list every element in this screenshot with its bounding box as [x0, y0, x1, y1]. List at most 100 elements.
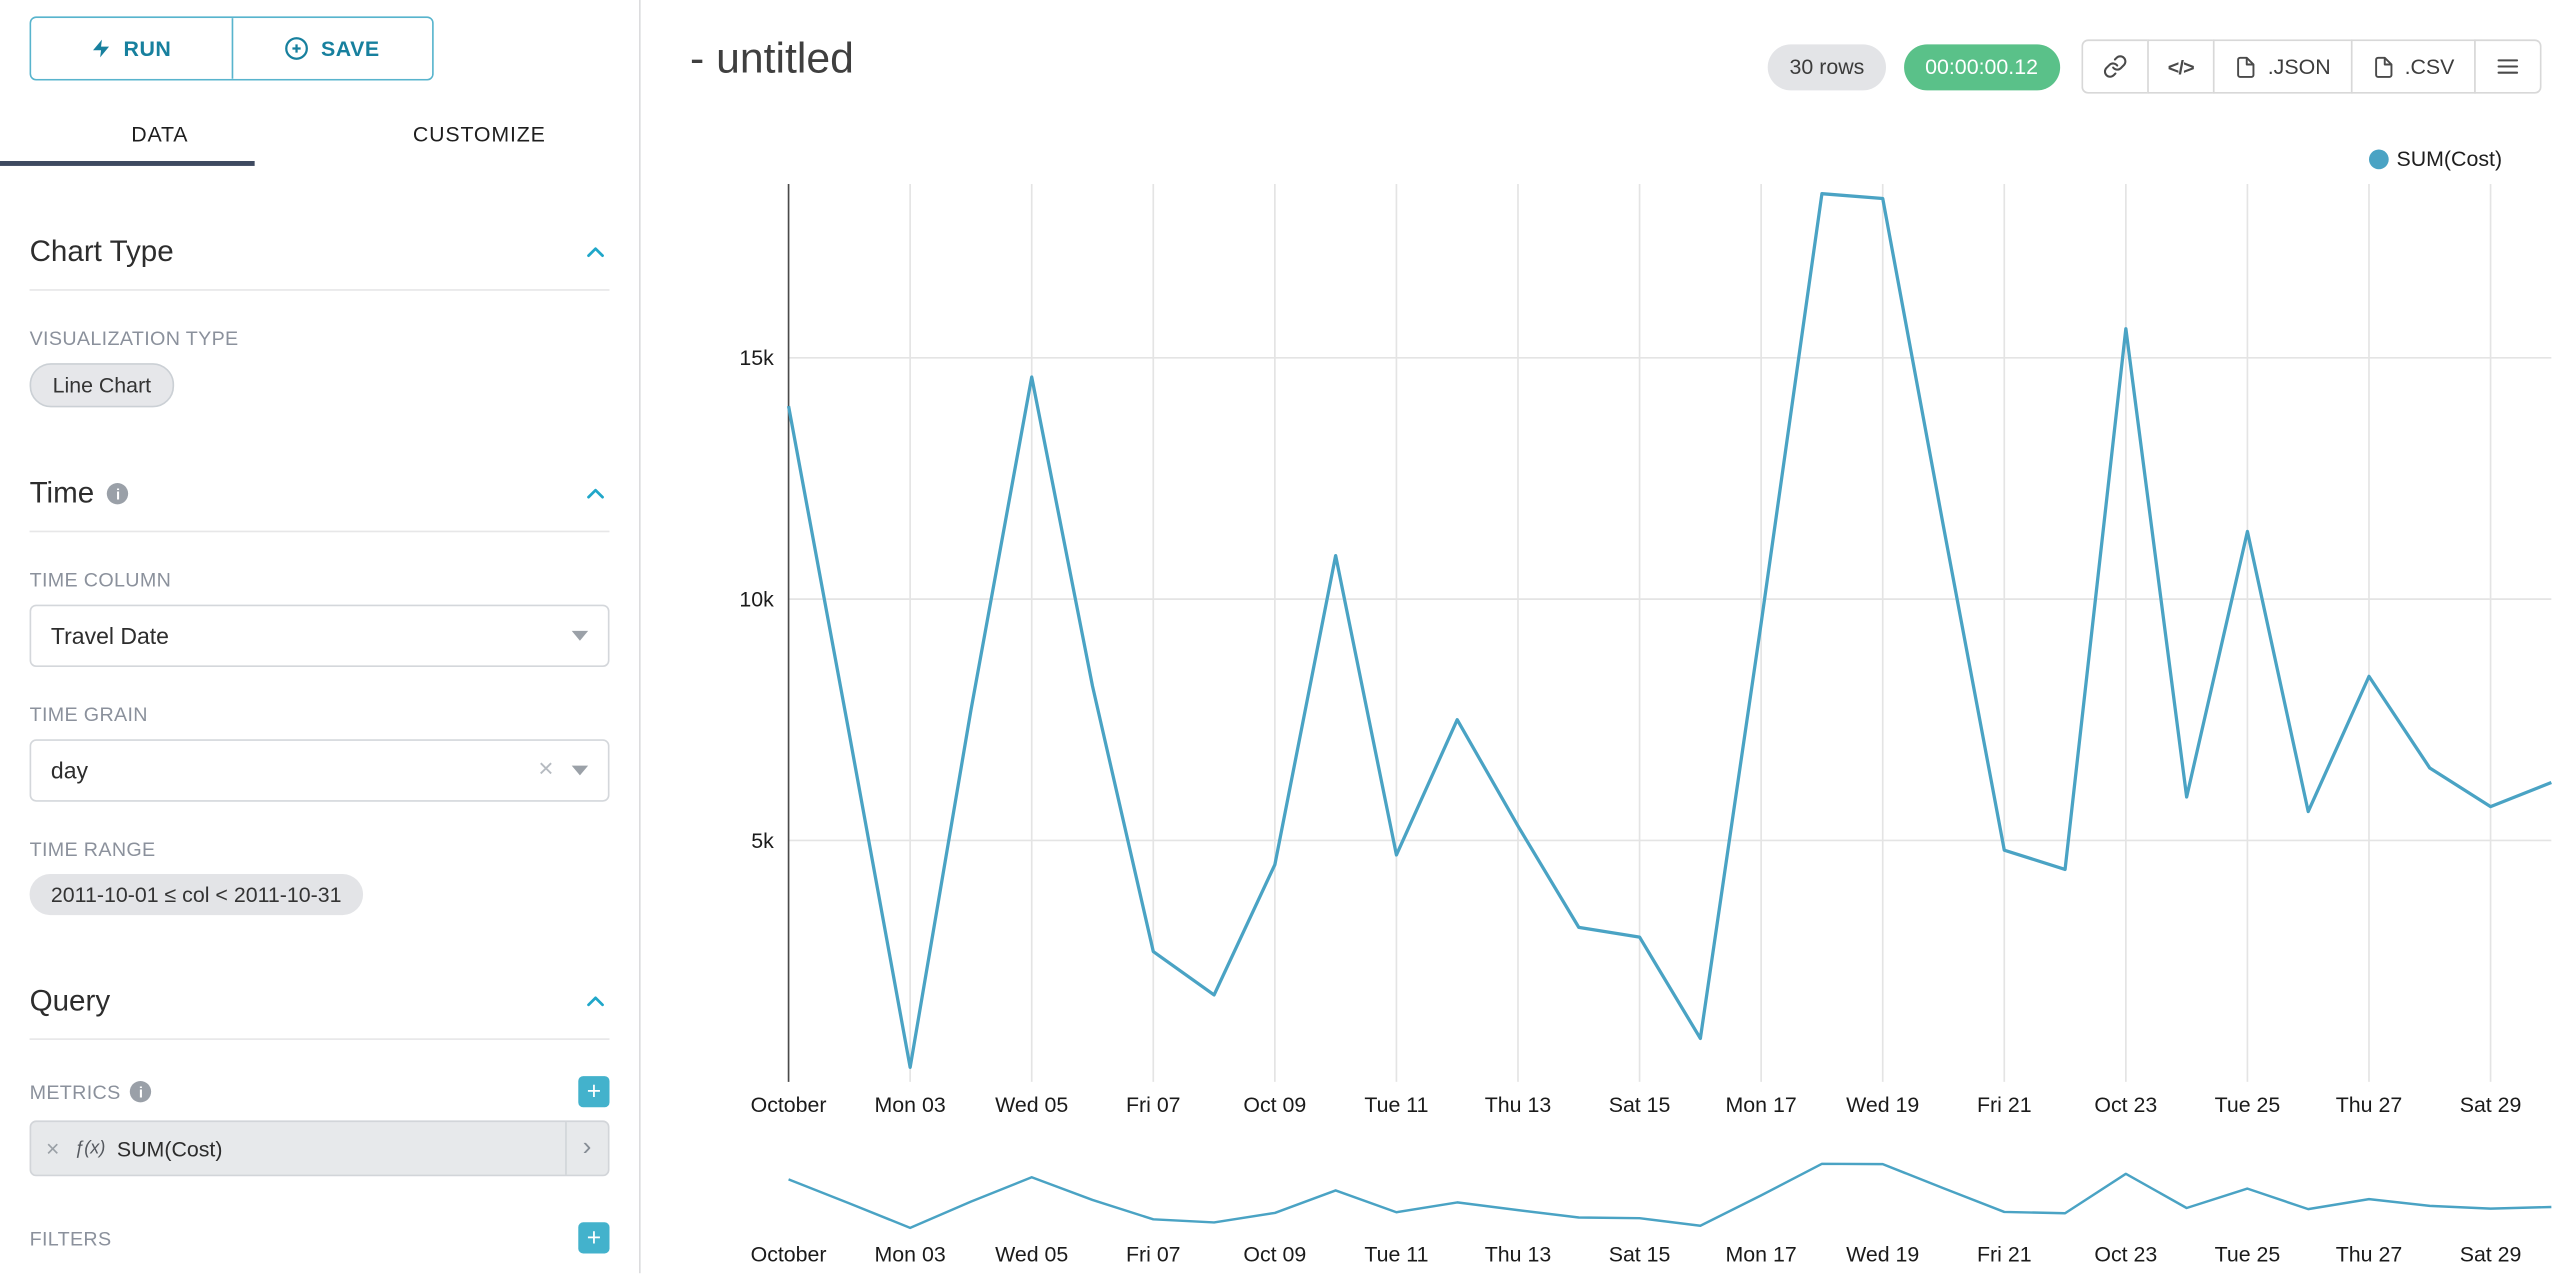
export-json-button[interactable]: .JSON [2213, 39, 2353, 94]
chevron-up-icon[interactable] [582, 238, 610, 266]
mini-x-tick-label: Fri 07 [1126, 1243, 1181, 1267]
time-grain-label: TIME GRAIN [29, 703, 148, 727]
legend-dot [2368, 148, 2389, 169]
x-tick-label: Thu 27 [2336, 1093, 2402, 1117]
caret-down-icon [571, 630, 589, 641]
metric-token[interactable]: × ƒ(x) SUM(Cost) › [29, 1120, 610, 1177]
query-timer-badge: 00:00:00.12 [1903, 43, 2060, 90]
mini-x-tick-label: Tue 11 [1364, 1243, 1428, 1267]
run-save-group: RUN SAVE [29, 16, 434, 81]
control-panel-scroll: Chart Type VISUALIZATION TYPE Line Chart… [0, 235, 639, 1254]
time-column-label: TIME COLUMN [29, 568, 172, 592]
info-icon: i [107, 482, 129, 505]
time-title-text: Time [29, 476, 95, 510]
time-range-value[interactable]: 2011-10-01 ≤ col < 2011-10-31 [29, 873, 363, 916]
y-tick-label: 15k [739, 346, 774, 370]
section-title-chart-type: Chart Type [29, 234, 174, 268]
legend-label: SUM(Cost) [2396, 146, 2503, 171]
section-title-query: Query [29, 984, 111, 1017]
x-tick-label: Thu 13 [1485, 1093, 1551, 1117]
mini-x-tick-label: Wed 05 [995, 1243, 1068, 1267]
section-chart-type-header[interactable]: Chart Type [30, 235, 610, 269]
metrics-row: METRICS i + [29, 1076, 610, 1108]
chart-header-actions: 30 rows 00:00:00.12 </> .JSON .CSV [1768, 39, 2542, 94]
lightning-icon [93, 39, 110, 58]
file-icon [2374, 55, 2392, 78]
copy-link-button[interactable] [2080, 39, 2149, 94]
mini-x-tick-label: Sat 15 [1609, 1243, 1671, 1267]
export-csv-button[interactable]: .CSV [2350, 39, 2476, 94]
chart-legend[interactable]: SUM(Cost) [2368, 146, 2503, 171]
mini-x-tick-label: October [751, 1243, 827, 1267]
time-column-select[interactable]: Travel Date [29, 604, 610, 667]
remove-metric-icon[interactable]: × [45, 1135, 60, 1162]
mini-x-tick-label: Wed 19 [1846, 1243, 1919, 1267]
x-tick-label: Wed 19 [1846, 1093, 1919, 1117]
time-column-value: Travel Date [50, 622, 169, 649]
metric-expand-icon[interactable]: › [564, 1122, 608, 1175]
export-json-label: .JSON [2267, 54, 2331, 79]
time-grain-value: day [50, 757, 89, 784]
add-filter-button[interactable]: + [578, 1222, 610, 1254]
mini-x-tick-label: Mon 03 [875, 1243, 946, 1267]
y-tick-label: 10k [739, 588, 774, 612]
visualization-type-value[interactable]: Line Chart [29, 363, 175, 408]
x-tick-label: Sat 29 [2460, 1093, 2522, 1117]
time-range-label: TIME RANGE [29, 837, 156, 861]
x-tick-label: Sat 15 [1609, 1093, 1671, 1117]
time-grain-select[interactable]: day × [29, 739, 610, 802]
mini-brush-chart[interactable]: October Mon 03 Wed 05 Fri 07 Oct 09 Tue 11 Thu… [690, 1147, 2576, 1274]
y-tick-label: 5k [751, 829, 774, 853]
section-divider [29, 530, 610, 533]
mini-x-tick-label: Fri 21 [1977, 1243, 2032, 1267]
mini-x-tick-label: Tue 25 [2215, 1243, 2281, 1267]
x-tick-label: Mon 03 [875, 1093, 946, 1117]
mini-x-tick-label: Thu 27 [2336, 1243, 2402, 1267]
tab-data[interactable]: DATA [0, 102, 320, 166]
x-tick-label: Wed 05 [995, 1093, 1068, 1117]
hamburger-icon [2497, 59, 2519, 74]
run-label: RUN [123, 36, 172, 61]
view-query-button[interactable]: </> [2146, 39, 2216, 94]
mini-x-tick-label: Mon 17 [1726, 1243, 1797, 1267]
x-tick-label: Tue 11 [1364, 1093, 1428, 1117]
run-button[interactable]: RUN [31, 18, 231, 79]
function-icon: ƒ(x) [74, 1138, 106, 1159]
chart-container: - untitled 30 rows 00:00:00.12 </> .JSON… [640, 0, 2576, 1274]
caret-down-icon [571, 765, 589, 776]
x-tick-label: Fri 21 [1977, 1093, 2032, 1117]
chevron-up-icon[interactable] [582, 480, 610, 508]
plus-circle-icon [285, 37, 309, 60]
code-icon: </> [2167, 55, 2195, 79]
x-tick-label: Fri 07 [1126, 1093, 1181, 1117]
section-query-header[interactable]: Query [30, 984, 610, 1019]
save-button[interactable]: SAVE [230, 18, 433, 79]
clear-icon[interactable]: × [538, 755, 554, 784]
metrics-label: METRICS [29, 1080, 121, 1104]
add-metric-button[interactable]: + [578, 1076, 610, 1108]
section-time-header[interactable]: Time i [30, 476, 610, 511]
x-tick-label: October [751, 1093, 827, 1117]
panel-tabs: DATA CUSTOMIZE [0, 102, 639, 166]
x-tick-label: Oct 23 [2094, 1093, 2157, 1117]
file-icon [2237, 55, 2256, 78]
chevron-up-icon[interactable] [582, 987, 610, 1015]
x-tick-label: Tue 25 [2215, 1093, 2281, 1117]
row-count-badge: 30 rows [1768, 43, 1886, 90]
mini-x-tick-label: Oct 09 [1243, 1243, 1306, 1267]
chart-title[interactable]: - untitled [689, 32, 854, 83]
mini-series-line[interactable] [788, 1162, 2552, 1230]
save-label: SAVE [321, 36, 380, 61]
export-csv-label: .CSV [2404, 54, 2455, 79]
filters-label: FILTERS [29, 1226, 112, 1250]
info-icon: i [130, 1080, 152, 1103]
series-line[interactable] [786, 192, 2552, 1070]
filters-row: FILTERS + [29, 1222, 610, 1254]
mini-x-tick-label: Oct 23 [2094, 1243, 2157, 1267]
link-icon [2103, 55, 2126, 78]
section-divider [29, 1038, 610, 1040]
tab-customize[interactable]: CUSTOMIZE [412, 121, 546, 147]
main-line-chart[interactable]: October Mon 03 Wed 05 Fri 07 Oct 09 Tue 11 Thu… [690, 140, 2576, 1126]
menu-button[interactable] [2474, 39, 2542, 94]
